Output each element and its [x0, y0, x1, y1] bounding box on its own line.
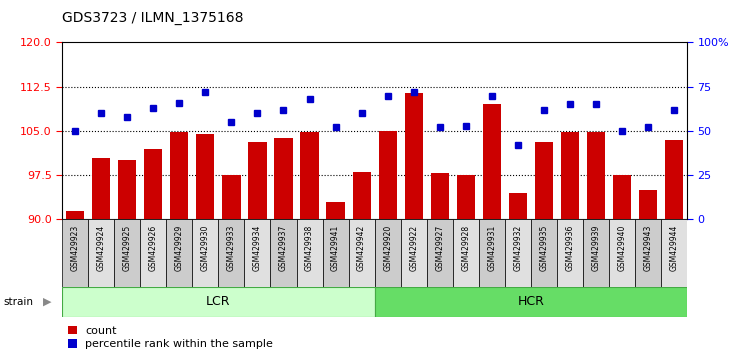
Bar: [222, 175, 240, 219]
Bar: [270, 219, 297, 287]
Bar: [509, 193, 527, 219]
Text: GSM429920: GSM429920: [383, 225, 392, 271]
Legend: count, percentile rank within the sample: count, percentile rank within the sample: [68, 326, 273, 349]
Bar: [88, 219, 114, 287]
Text: GSM429928: GSM429928: [461, 225, 470, 271]
Bar: [140, 219, 167, 287]
Bar: [167, 219, 192, 287]
Bar: [327, 202, 345, 219]
Bar: [244, 219, 270, 287]
Text: GSM429939: GSM429939: [591, 225, 600, 271]
Bar: [322, 219, 349, 287]
Text: GSM429943: GSM429943: [643, 225, 653, 271]
Text: LCR: LCR: [206, 295, 231, 308]
Bar: [505, 219, 531, 287]
Bar: [114, 219, 140, 287]
Bar: [170, 132, 189, 219]
Bar: [379, 131, 397, 219]
Text: GDS3723 / ILMN_1375168: GDS3723 / ILMN_1375168: [62, 11, 243, 25]
Text: HCR: HCR: [518, 295, 545, 308]
Bar: [349, 219, 374, 287]
Bar: [374, 219, 401, 287]
Text: GSM429936: GSM429936: [566, 225, 575, 271]
Text: GSM429924: GSM429924: [96, 225, 106, 271]
Bar: [583, 219, 609, 287]
Bar: [297, 219, 322, 287]
Bar: [661, 219, 687, 287]
Text: GSM429925: GSM429925: [123, 225, 132, 271]
Text: GSM429934: GSM429934: [253, 225, 262, 271]
Bar: [482, 104, 501, 219]
Bar: [479, 219, 505, 287]
Text: GSM429938: GSM429938: [305, 225, 314, 271]
Text: strain: strain: [4, 297, 34, 307]
Text: GSM429926: GSM429926: [149, 225, 158, 271]
Text: GSM429923: GSM429923: [71, 225, 80, 271]
Bar: [118, 160, 137, 219]
Text: GSM429932: GSM429932: [513, 225, 523, 271]
Bar: [427, 219, 452, 287]
Text: GSM429941: GSM429941: [331, 225, 340, 271]
Bar: [249, 142, 267, 219]
Text: GSM429929: GSM429929: [175, 225, 183, 271]
Text: GSM429942: GSM429942: [357, 225, 366, 271]
Bar: [192, 219, 219, 287]
Text: GSM429937: GSM429937: [279, 225, 288, 271]
Text: GSM429931: GSM429931: [488, 225, 496, 271]
Bar: [609, 219, 635, 287]
Text: GSM429930: GSM429930: [201, 225, 210, 271]
Bar: [92, 158, 110, 219]
Text: GSM429933: GSM429933: [227, 225, 236, 271]
Bar: [219, 219, 244, 287]
Bar: [557, 219, 583, 287]
Text: GSM429922: GSM429922: [409, 225, 418, 271]
Text: GSM429940: GSM429940: [618, 225, 626, 271]
Bar: [457, 175, 475, 219]
Bar: [613, 175, 631, 219]
Bar: [401, 219, 427, 287]
Bar: [431, 173, 449, 219]
Bar: [665, 140, 683, 219]
Bar: [144, 149, 162, 219]
Bar: [535, 142, 553, 219]
Text: GSM429944: GSM429944: [670, 225, 678, 271]
Bar: [561, 132, 579, 219]
Bar: [62, 287, 374, 317]
Bar: [587, 132, 605, 219]
Bar: [300, 132, 319, 219]
Bar: [639, 190, 657, 219]
Bar: [352, 172, 371, 219]
Bar: [66, 211, 84, 219]
Bar: [274, 138, 292, 219]
Bar: [374, 287, 687, 317]
Text: ▶: ▶: [43, 297, 52, 307]
Bar: [196, 134, 214, 219]
Bar: [62, 219, 88, 287]
Bar: [635, 219, 661, 287]
Text: GSM429935: GSM429935: [539, 225, 548, 271]
Bar: [404, 93, 423, 219]
Text: GSM429927: GSM429927: [435, 225, 444, 271]
Bar: [452, 219, 479, 287]
Bar: [531, 219, 557, 287]
